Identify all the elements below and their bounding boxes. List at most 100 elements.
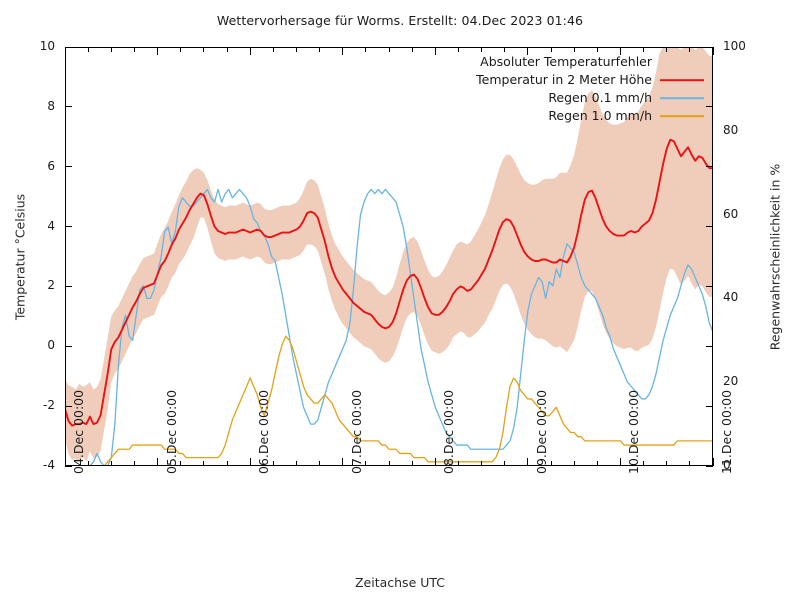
legend-item-label: Absoluter Temperaturfehler (480, 54, 652, 69)
x-tick-minor (319, 461, 321, 466)
y-tick-left (65, 465, 72, 467)
x-tick-minor (365, 461, 367, 466)
x-tick-minor (411, 461, 413, 466)
y-tick-left (65, 166, 72, 168)
temperature-error-band (65, 47, 713, 462)
x-tick-minor (596, 461, 598, 466)
y-axis-left-tick-label: 0 (47, 338, 55, 353)
x-tick-major-top (64, 47, 66, 55)
y-tick-right-inner (706, 166, 713, 168)
x-tick-major (157, 458, 159, 466)
x-axis-tick-label: 05.Dec 00:00 (163, 389, 179, 474)
x-tick-minor (689, 461, 691, 466)
y-tick-right-inner (706, 405, 713, 407)
temperature-line (65, 138, 713, 427)
x-tick-minor-top (481, 47, 483, 52)
x-axis-tick-label: 07.Dec 00:00 (348, 389, 364, 474)
x-axis-tick-label: 09.Dec 00:00 (533, 389, 549, 474)
page-title: Wettervorhersage für Worms. Erstellt: 04… (216, 13, 584, 28)
legend-line-swatch (660, 110, 704, 122)
x-tick-major-top (527, 47, 529, 55)
y-tick-right-inner (706, 285, 713, 288)
plot-area (64, 46, 714, 467)
legend-item[interactable]: Absoluter Temperaturfehler (404, 54, 704, 70)
x-tick-minor (203, 461, 205, 466)
x-axis-label: Zeitachse UTC (354, 575, 446, 590)
y-axis-right-tick-label: 0 (723, 458, 731, 472)
y-axis-right-label: Regenwahrscheinlichkeit in % (767, 163, 783, 350)
x-tick-minor (133, 461, 136, 466)
y-tick-right-inner (706, 226, 713, 228)
x-tick-minor-top (550, 47, 552, 52)
x-tick-minor-top (457, 47, 460, 52)
x-tick-major (712, 458, 714, 466)
x-tick-major (249, 458, 251, 466)
chart-legend: Absoluter Temperaturfehler Temperatur in … (404, 54, 704, 124)
x-tick-minor (226, 461, 228, 466)
y-axis-right-tick-label: 20 (723, 374, 739, 389)
x-tick-minor-top (133, 47, 136, 52)
legend-item[interactable]: Regen 0.1 mm/h (404, 90, 704, 106)
x-tick-minor (481, 461, 483, 466)
legend-item[interactable]: Temperatur in 2 Meter Höhe (404, 72, 704, 88)
x-tick-minor (457, 461, 460, 466)
y-tick-right-inner (706, 106, 713, 108)
y-axis-left-tick-label: -2 (43, 398, 55, 413)
legend-item[interactable]: Regen 1.0 mm/h (404, 108, 704, 124)
x-tick-major (64, 458, 66, 466)
y-axis-right-tick-label: 100 (723, 39, 746, 53)
y-tick-left (65, 226, 72, 228)
x-axis-tick-label: 11.Dec 00:00 (719, 389, 734, 474)
legend-line-swatch (660, 74, 704, 86)
legend-band-swatch (660, 56, 704, 68)
x-tick-minor-top (643, 47, 645, 52)
y-tick-left (65, 46, 72, 48)
x-tick-minor (110, 461, 112, 466)
x-tick-minor-top (295, 47, 298, 52)
y-tick-right-inner (706, 345, 713, 347)
x-tick-minor-top (226, 47, 228, 52)
x-tick-minor (295, 461, 298, 466)
x-tick-major-top (157, 47, 159, 55)
x-tick-minor-top (411, 47, 413, 52)
x-tick-major (527, 458, 529, 466)
x-tick-minor-top (689, 47, 691, 52)
y-axis-right-tick-label: 60 (723, 206, 739, 221)
x-tick-minor-top (388, 47, 390, 52)
x-tick-minor-top (573, 47, 575, 52)
x-tick-minor (180, 461, 182, 466)
legend-item-label: Temperatur in 2 Meter Höhe (476, 72, 652, 87)
x-tick-minor-top (203, 47, 205, 52)
y-tick-left (65, 106, 72, 108)
y-axis-left-tick-label: 2 (47, 278, 55, 293)
y-axis-right-tick-label: 80 (723, 122, 739, 137)
x-tick-major (434, 458, 436, 466)
x-tick-minor-top (666, 47, 668, 52)
y-axis-left-tick-label: 10 (39, 39, 55, 53)
legend-item-label: Regen 0.1 mm/h (548, 90, 652, 105)
y-tick-right-inner (706, 465, 713, 467)
y-axis-left-tick-label: 6 (47, 158, 55, 173)
x-axis-tick-label: 04.Dec 00:00 (71, 389, 86, 474)
x-tick-minor-top (365, 47, 367, 52)
y-tick-right-inner (706, 46, 713, 48)
x-axis-tick-label: 08.Dec 00:00 (441, 389, 457, 474)
x-tick-minor (87, 461, 89, 466)
rain-01-line (65, 188, 713, 466)
x-tick-minor (550, 461, 552, 466)
x-tick-major-top (619, 47, 622, 55)
y-axis-left-label: Temperatur °Celsius (12, 193, 28, 320)
x-tick-minor (388, 461, 390, 466)
legend-line-swatch (660, 92, 704, 104)
x-tick-minor (504, 461, 506, 466)
x-tick-major (619, 458, 622, 466)
x-tick-minor (573, 461, 575, 466)
x-tick-minor-top (180, 47, 182, 52)
y-tick-left (65, 285, 72, 288)
x-tick-minor (643, 461, 645, 466)
x-tick-minor-top (87, 47, 89, 52)
x-tick-minor (666, 461, 668, 466)
x-tick-major-top (342, 47, 344, 55)
y-axis-left-tick-label: 8 (47, 98, 55, 113)
